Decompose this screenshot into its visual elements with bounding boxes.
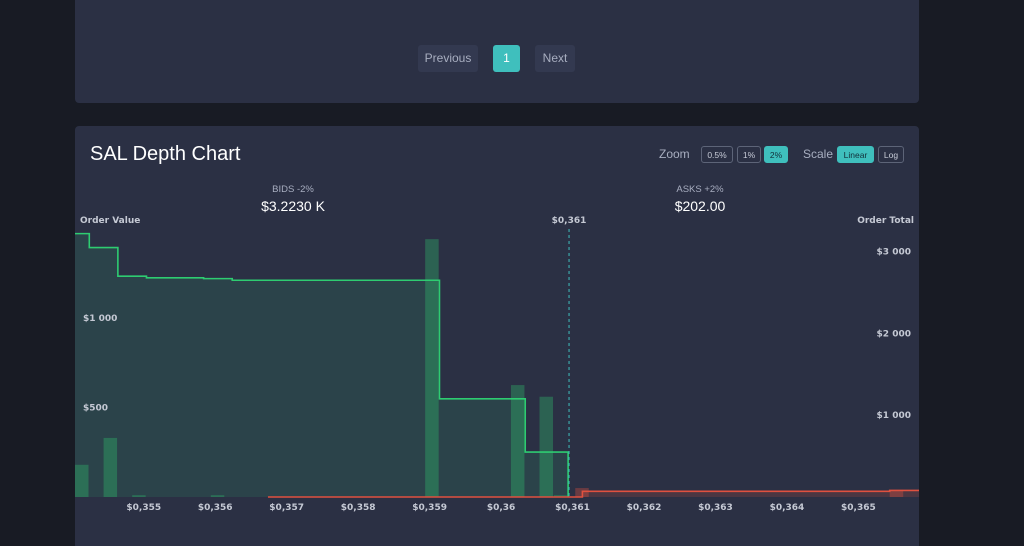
- bids-label: BIDS -2%: [272, 184, 314, 195]
- previous-page-button[interactable]: Previous: [418, 45, 478, 72]
- bid-order-bar-5: [510, 385, 525, 497]
- mid-price-label: $0,361: [552, 216, 587, 226]
- zoom-label: Zoom: [659, 147, 690, 161]
- right-axis-title: Order Total: [857, 216, 914, 226]
- x-tick-label-10: $0,365: [841, 503, 876, 513]
- bid-depth-line: [75, 232, 569, 497]
- scale-label: Scale: [803, 147, 834, 161]
- asks-label: ASKS +2%: [676, 184, 724, 195]
- left-axis-title: Order Value: [80, 216, 140, 226]
- x-tick-label-9: $0,364: [770, 503, 805, 513]
- pagination: Previous 1 Next: [75, 45, 919, 72]
- bid-depth-area: [75, 233, 569, 497]
- scale-linear-button[interactable]: Linear: [837, 146, 874, 163]
- next-page-button[interactable]: Next: [535, 45, 575, 72]
- depth-chart: $0,361 Order Value Order Total $500 $1 000 $1…: [75, 216, 920, 513]
- depth-chart-panel: SAL Depth Chart Zoom 0.5% 1% 2% Scale Li…: [75, 126, 919, 546]
- chart-title: SAL Depth Chart: [90, 143, 241, 165]
- x-tick-label-4: $0,359: [412, 503, 447, 513]
- ask-order-bar-1: [889, 489, 904, 497]
- right-tick-label-0: $1 000: [877, 411, 911, 421]
- right-tick-label-2: $3 000: [877, 248, 911, 258]
- bid-order-bar-3: [210, 495, 225, 497]
- bid-order-bar-0: [75, 464, 89, 497]
- right-tick-label-1: $2 000: [877, 329, 911, 339]
- left-tick-label-0: $500: [83, 403, 108, 413]
- asks-value: $202.00: [674, 198, 726, 214]
- page-1-button[interactable]: 1: [493, 45, 520, 72]
- x-tick-label-7: $0,362: [627, 503, 662, 513]
- zoom-1-button[interactable]: 1%: [737, 146, 761, 163]
- bid-order-bar-2: [132, 495, 146, 497]
- ask-depth-area: [267, 490, 920, 497]
- orders-panel: Previous 1 Next: [75, 0, 919, 103]
- left-tick-label-1: $1 000: [83, 314, 117, 324]
- bid-order-bar-1: [103, 437, 118, 497]
- bid-order-bar-6: [539, 396, 554, 497]
- x-tick-label-6: $0,361: [555, 503, 590, 513]
- x-tick-label-3: $0,358: [341, 503, 376, 513]
- x-tick-label-0: $0,355: [126, 503, 161, 513]
- x-tick-label-8: $0,363: [698, 503, 733, 513]
- zoom-0-5-button[interactable]: 0.5%: [701, 146, 733, 163]
- bid-order-bar-7: [553, 495, 568, 497]
- x-tick-label-1: $0,356: [198, 503, 233, 513]
- ask-depth-line: [267, 489, 919, 498]
- x-tick-label-2: $0,357: [269, 503, 304, 513]
- x-tick-label-5: $0,36: [487, 503, 515, 513]
- scale-log-button[interactable]: Log: [878, 146, 904, 163]
- bids-value: $3.2230 K: [261, 198, 325, 214]
- bid-order-bar-4: [425, 239, 439, 497]
- zoom-2-button[interactable]: 2%: [764, 146, 788, 163]
